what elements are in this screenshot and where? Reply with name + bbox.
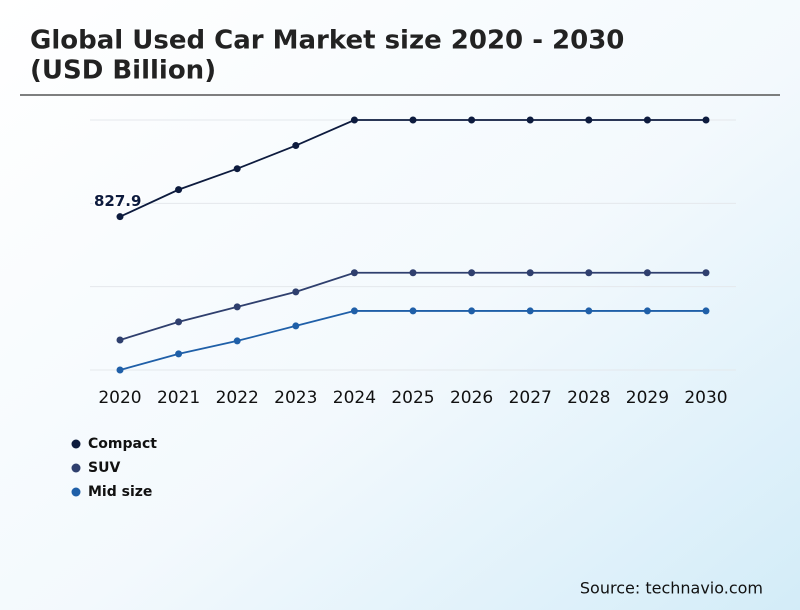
data-point <box>409 116 417 124</box>
data-point <box>526 269 534 277</box>
chart-title: Global Used Car Market size 2020 - 2030 <box>30 26 624 56</box>
legend-marker <box>71 487 81 497</box>
x-tick-label: 2023 <box>274 388 317 408</box>
data-point <box>350 269 358 277</box>
legend-label: Mid size <box>88 484 152 500</box>
x-tick-label: 2020 <box>98 388 141 408</box>
data-point <box>468 116 476 124</box>
data-point <box>175 318 183 326</box>
data-point <box>468 269 476 277</box>
data-point <box>292 322 300 330</box>
data-point <box>702 307 710 315</box>
source: Source: technavio.com <box>580 579 763 598</box>
data-point <box>643 269 651 277</box>
chart-subtitle: (USD Billion) <box>30 56 216 86</box>
data-point <box>585 307 593 315</box>
data-point <box>585 116 593 124</box>
data-point <box>409 307 417 315</box>
data-point <box>233 165 241 173</box>
data-point <box>175 350 183 358</box>
data-point <box>350 116 358 124</box>
data-point <box>526 307 534 315</box>
data-point <box>116 213 124 221</box>
x-tick-label: 2021 <box>157 388 200 408</box>
data-point <box>643 307 651 315</box>
data-point <box>702 116 710 124</box>
data-point <box>526 116 534 124</box>
x-tick-label: 2027 <box>509 388 552 408</box>
x-tick-label: 2022 <box>216 388 259 408</box>
x-tick-label: 2029 <box>626 388 669 408</box>
data-point <box>350 307 358 315</box>
data-point <box>116 336 124 344</box>
x-tick-label: 2028 <box>567 388 610 408</box>
legend-label: Compact <box>88 436 157 452</box>
x-tick-label: 2024 <box>333 388 376 408</box>
data-point <box>116 366 124 374</box>
x-tick-label: 2030 <box>684 388 727 408</box>
data-point <box>233 337 241 345</box>
legend-marker <box>71 463 81 473</box>
data-point <box>643 116 651 124</box>
data-point <box>468 307 476 315</box>
data-point <box>292 288 300 296</box>
legend-label: SUV <box>88 460 120 476</box>
data-point <box>175 186 183 194</box>
data-point <box>292 142 300 150</box>
data-point <box>702 269 710 277</box>
data-point <box>233 303 241 311</box>
x-tick-label: 2026 <box>450 388 493 408</box>
data-point <box>409 269 417 277</box>
x-tick-label: 2025 <box>391 388 434 408</box>
data-point <box>585 269 593 277</box>
data-label: 827.9 <box>94 192 141 210</box>
legend-marker <box>71 439 81 449</box>
